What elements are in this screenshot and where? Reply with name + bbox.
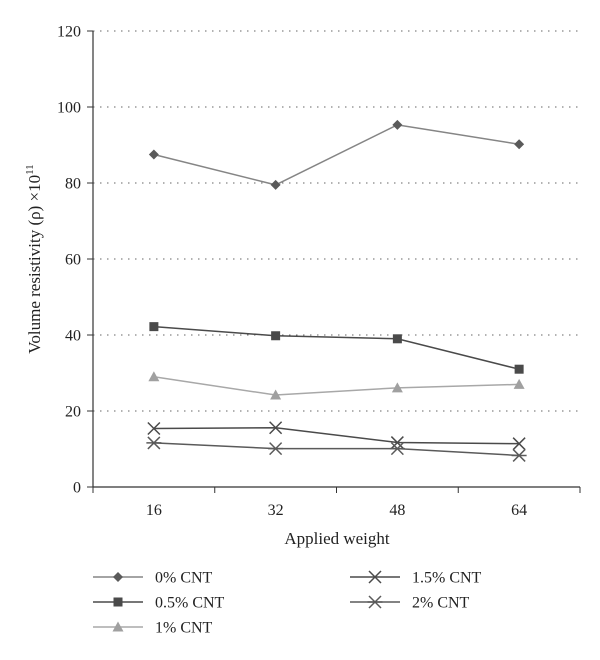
series-line-1-5pct-cnt bbox=[153, 426, 520, 445]
x-axis-ticks: 16 32 48 64 bbox=[92, 487, 581, 519]
y-tick-label-20: 20 bbox=[65, 404, 81, 421]
data-point-1pct-cnt-32 bbox=[270, 389, 282, 400]
data-point-0pct-cnt-64 bbox=[514, 139, 525, 150]
y-axis-title: Volume resistivity (ρ) ×1011 bbox=[24, 164, 44, 353]
data-point-0-5pct-cnt-32 bbox=[271, 331, 281, 341]
legend-marker-1-5pct-cnt bbox=[368, 570, 382, 584]
series-0-5pct-cnt bbox=[149, 322, 524, 374]
legend-label-1pct-cnt: 1% CNT bbox=[155, 620, 213, 637]
x-tick-label-64: 64 bbox=[511, 502, 527, 519]
y-tick-label-40: 40 bbox=[65, 328, 81, 345]
x-tick-label-32: 32 bbox=[268, 502, 284, 519]
legend-marker-0-5pct-cnt bbox=[113, 597, 123, 607]
y-axis-title-exponent: 11 bbox=[24, 164, 36, 175]
data-point-0pct-cnt-48 bbox=[392, 119, 403, 130]
y-tick-label-60: 60 bbox=[65, 252, 81, 269]
legend-marker-1pct-cnt bbox=[112, 621, 124, 632]
series-line-0-5pct-cnt bbox=[153, 325, 520, 370]
data-point-1-5pct-cnt-16 bbox=[147, 421, 161, 436]
legend-label-0pct-cnt: 0% CNT bbox=[155, 570, 213, 587]
data-point-1-5pct-cnt-48 bbox=[390, 436, 404, 450]
data-point-1-5pct-cnt-32 bbox=[269, 421, 283, 435]
y-axis-title-main: Volume resistivity (ρ) ×10 bbox=[25, 175, 44, 354]
data-point-2pct-cnt-64 bbox=[511, 448, 527, 462]
data-point-1-5pct-cnt-64 bbox=[512, 437, 526, 451]
series-group bbox=[146, 119, 527, 462]
data-point-1pct-cnt-48 bbox=[391, 382, 403, 393]
series-1-5pct-cnt bbox=[147, 421, 526, 451]
data-point-2pct-cnt-32 bbox=[268, 442, 284, 456]
series-1pct-cnt bbox=[148, 371, 525, 400]
legend-label-0-5pct-cnt: 0.5% CNT bbox=[155, 595, 225, 612]
x-axis-title: Applied weight bbox=[284, 529, 390, 548]
data-point-2pct-cnt-16 bbox=[146, 436, 162, 450]
legend-marker-0pct-cnt bbox=[113, 572, 123, 582]
y-tick-label-100: 100 bbox=[57, 100, 81, 117]
legend-item-1-5pct-cnt: 1.5% CNT bbox=[350, 570, 482, 587]
legend-label-1-5pct-cnt: 1.5% CNT bbox=[412, 570, 482, 587]
y-tick-label-80: 80 bbox=[65, 176, 81, 193]
x-tick-label-16: 16 bbox=[146, 502, 162, 519]
data-point-0-5pct-cnt-48 bbox=[392, 334, 402, 344]
legend-marker-2pct-cnt bbox=[367, 595, 383, 609]
legend-item-1pct-cnt: 1% CNT bbox=[93, 620, 213, 637]
data-point-0-5pct-cnt-16 bbox=[149, 322, 159, 332]
series-0pct-cnt bbox=[148, 119, 525, 190]
gridlines bbox=[93, 30, 580, 412]
data-point-0pct-cnt-32 bbox=[270, 179, 281, 190]
legend: 0% CNT 0.5% CNT 1% CNT 1.5% CNT 2% CNT bbox=[93, 570, 482, 637]
data-point-0pct-cnt-16 bbox=[148, 149, 159, 160]
x-tick-label-48: 48 bbox=[389, 502, 405, 519]
series-line-1pct-cnt bbox=[153, 376, 520, 396]
y-tick-label-0: 0 bbox=[73, 480, 81, 497]
y-tick-label-120: 120 bbox=[57, 24, 81, 41]
legend-item-0-5pct-cnt: 0.5% CNT bbox=[93, 595, 225, 612]
data-point-1pct-cnt-16 bbox=[148, 371, 160, 382]
series-line-2pct-cnt bbox=[153, 442, 520, 457]
series-2pct-cnt bbox=[146, 436, 527, 462]
legend-item-0pct-cnt: 0% CNT bbox=[93, 570, 213, 587]
y-axis-ticks: 0 20 40 60 80 100 120 bbox=[57, 24, 93, 497]
legend-label-2pct-cnt: 2% CNT bbox=[412, 595, 470, 612]
data-point-2pct-cnt-48 bbox=[389, 442, 405, 456]
data-point-0-5pct-cnt-64 bbox=[514, 364, 524, 374]
data-point-1pct-cnt-64 bbox=[513, 378, 525, 389]
legend-item-2pct-cnt: 2% CNT bbox=[350, 595, 470, 612]
series-line-0pct-cnt bbox=[153, 124, 520, 186]
